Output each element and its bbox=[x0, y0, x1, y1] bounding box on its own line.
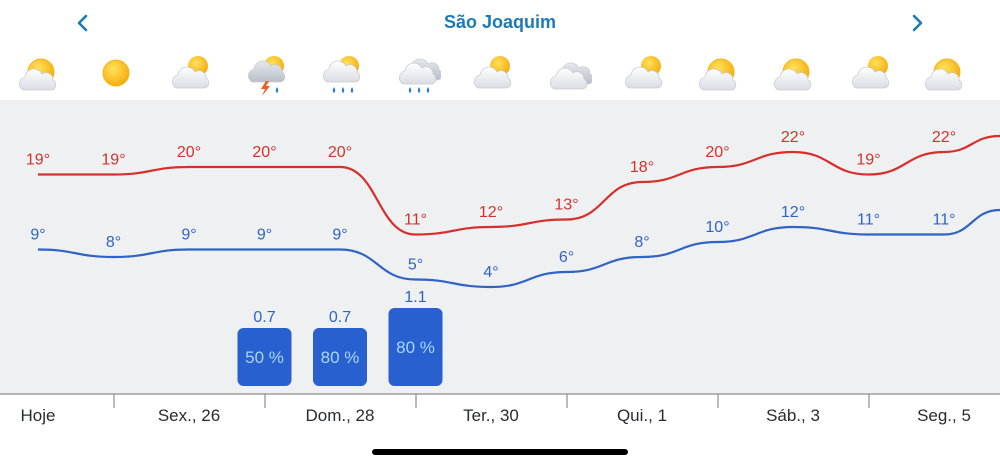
min-temp-label: 11° bbox=[932, 212, 955, 229]
max-temperature-line bbox=[37, 134, 1000, 236]
max-temp-label: 20° bbox=[252, 144, 276, 161]
partly-cloudy-icon bbox=[848, 50, 894, 96]
max-temp-label: 11° bbox=[404, 212, 427, 229]
cloudy-icon bbox=[546, 50, 593, 96]
chevron-right-icon bbox=[912, 14, 923, 32]
max-temp-label: 13° bbox=[554, 197, 578, 214]
x-axis: Hoje Sex., 26 Dom., 28 Ter., 30 Qui., 1 Sáb.,… bbox=[0, 393, 1000, 425]
partly-cloudy-icon bbox=[168, 50, 214, 96]
partly-sunny-icon bbox=[697, 50, 743, 96]
weather-icon-row bbox=[0, 50, 1000, 100]
partly-cloudy-icon bbox=[621, 50, 667, 96]
axis-day-label: Sáb., 3 bbox=[766, 406, 820, 425]
axis-day-label: Ter., 30 bbox=[463, 406, 519, 425]
thunderstorm-icon bbox=[244, 50, 290, 96]
max-temp-label: 19° bbox=[856, 152, 880, 169]
axis-day-label: Hoje bbox=[21, 406, 56, 425]
min-temp-label: 4° bbox=[483, 264, 498, 281]
max-temp-label: 19° bbox=[101, 152, 125, 169]
precipitation-probability-label: 80 % bbox=[396, 338, 435, 357]
max-temp-label: 20° bbox=[328, 144, 352, 161]
precipitation-amount-label: 1.1 bbox=[404, 289, 426, 306]
rain-icon bbox=[395, 50, 442, 96]
partly-sunny-icon bbox=[923, 50, 969, 96]
axis-day-label: Seg., 5 bbox=[917, 406, 971, 425]
max-temp-label: 22° bbox=[932, 129, 956, 146]
min-temp-label: 12° bbox=[781, 204, 805, 221]
max-temp-label: 18° bbox=[630, 159, 654, 176]
min-temp-label: 8° bbox=[634, 234, 649, 251]
precipitation-probability-label: 50 % bbox=[245, 348, 284, 367]
precipitation-amount-label: 0.7 bbox=[253, 309, 275, 326]
precipitation-amount-label: 0.7 bbox=[329, 309, 351, 326]
partly-sunny-icon bbox=[772, 50, 818, 96]
axis-day-label: Qui., 1 bbox=[617, 406, 667, 425]
max-temp-label: 20° bbox=[177, 144, 201, 161]
min-temp-label: 11° bbox=[857, 212, 880, 229]
max-temp-label: 20° bbox=[705, 144, 729, 161]
sunny-icon bbox=[93, 50, 139, 96]
min-temp-label: 6° bbox=[559, 249, 574, 266]
rain-sun-icon bbox=[319, 50, 365, 96]
precipitation-bar bbox=[313, 328, 367, 386]
axis-day-label: Dom., 28 bbox=[306, 406, 375, 425]
chevron-left-icon bbox=[77, 14, 88, 32]
min-temp-label: 9° bbox=[257, 227, 272, 244]
temperature-chart: 19° 19° 20° 20° 20° 11° 12° 13° 18° 20° 22° 19° 22° 9… bbox=[26, 129, 1000, 386]
partly-sunny-icon bbox=[17, 50, 63, 96]
precipitation-probability-label: 80 % bbox=[321, 348, 360, 367]
next-location-button[interactable] bbox=[902, 8, 932, 38]
header bbox=[0, 0, 1000, 48]
max-temp-label: 19° bbox=[26, 152, 50, 169]
home-indicator[interactable] bbox=[372, 449, 628, 455]
precipitation-bar bbox=[237, 328, 292, 386]
axis-day-label: Sex., 26 bbox=[158, 406, 220, 425]
min-temperature-line bbox=[37, 208, 1000, 289]
precipitation-bar bbox=[388, 308, 443, 386]
min-temp-label: 5° bbox=[408, 257, 423, 274]
min-temp-label: 9° bbox=[181, 227, 196, 244]
min-temp-label: 9° bbox=[332, 227, 347, 244]
page-title: São Joaquim bbox=[443, 12, 557, 32]
max-temp-label: 12° bbox=[479, 204, 503, 221]
min-temp-label: 10° bbox=[705, 219, 729, 236]
max-temp-label: 22° bbox=[781, 129, 805, 146]
min-temp-label: 8° bbox=[106, 234, 121, 251]
min-temp-label: 9° bbox=[30, 227, 45, 244]
previous-location-button[interactable] bbox=[68, 8, 98, 38]
partly-cloudy-icon bbox=[470, 50, 516, 96]
